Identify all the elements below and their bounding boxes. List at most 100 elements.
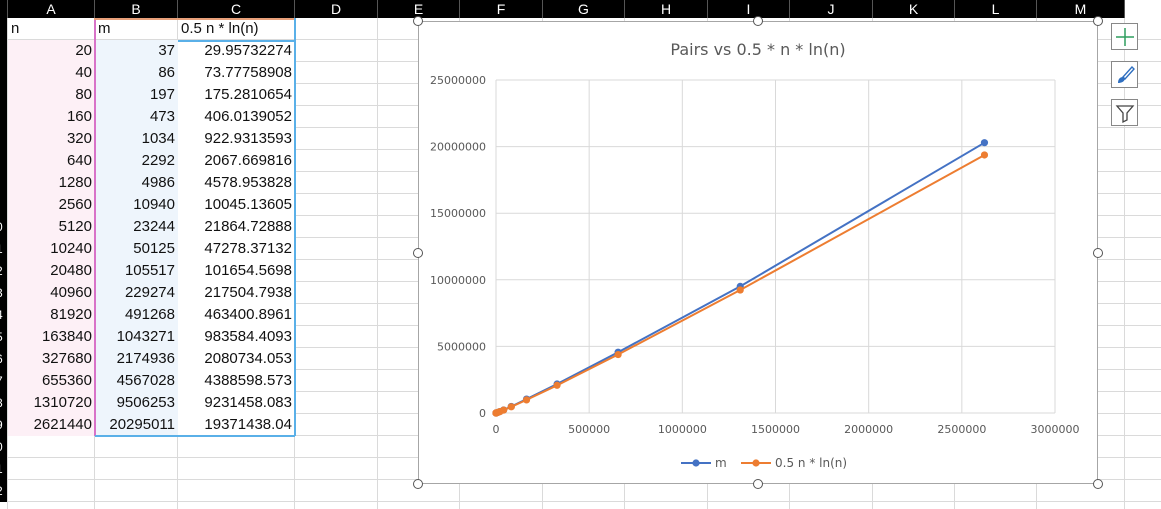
resize-handle[interactable] (1093, 16, 1103, 26)
row-header[interactable]: 6 (0, 348, 8, 370)
row-header[interactable]: 1 (0, 458, 8, 480)
table-cell[interactable]: 197 (95, 84, 178, 106)
table-cell[interactable]: 473 (95, 106, 178, 128)
row-header[interactable] (0, 106, 8, 128)
resize-handle[interactable] (1093, 248, 1103, 258)
table-cell[interactable]: 163840 (8, 326, 95, 348)
row-header[interactable] (0, 18, 8, 40)
table-cell[interactable]: 37 (95, 40, 178, 62)
data-point[interactable] (507, 403, 515, 411)
table-cell[interactable]: 922.9313593 (178, 128, 295, 150)
chart-elements-button[interactable] (1111, 23, 1138, 50)
row-header[interactable]: 4 (0, 304, 8, 326)
table-cell[interactable]: 655360 (8, 370, 95, 392)
column-header[interactable]: J (790, 0, 873, 18)
table-cell[interactable]: 101654.5698 (178, 260, 295, 282)
data-point[interactable] (980, 151, 989, 159)
table-cell[interactable]: 2067.669816 (178, 150, 295, 172)
table-cell[interactable]: 491268 (95, 304, 178, 326)
row-header[interactable]: 3 (0, 282, 8, 304)
table-cell[interactable]: 9231458.083 (178, 392, 295, 414)
row-header[interactable]: 8 (0, 392, 8, 414)
header-cell[interactable]: n (11, 20, 20, 37)
row-header[interactable] (0, 194, 8, 216)
resize-handle[interactable] (413, 16, 423, 26)
data-point[interactable] (614, 350, 622, 359)
table-cell[interactable]: 1043271 (95, 326, 178, 348)
row-header[interactable]: 2 (0, 480, 8, 502)
column-header[interactable]: K (873, 0, 955, 18)
row-header[interactable]: 0 (0, 436, 8, 458)
table-cell[interactable]: 10240 (8, 238, 95, 260)
table-cell[interactable]: 983584.4093 (178, 326, 295, 348)
column-header[interactable]: F (460, 0, 543, 18)
chart-legend[interactable]: m 0.5 n * ln(n) (681, 456, 847, 470)
table-cell[interactable]: 160 (8, 106, 95, 128)
row-header[interactable]: 1 (0, 238, 8, 260)
table-cell[interactable]: 4986 (95, 172, 178, 194)
data-point[interactable] (736, 286, 744, 294)
row-header[interactable]: 2 (0, 260, 8, 282)
table-cell[interactable]: 4567028 (95, 370, 178, 392)
table-cell[interactable]: 1280 (8, 172, 95, 194)
column-header[interactable]: A (8, 0, 95, 18)
table-cell[interactable]: 1310720 (8, 392, 95, 414)
row-header[interactable] (0, 62, 8, 84)
table-cell[interactable]: 4388598.573 (178, 370, 295, 392)
table-cell[interactable]: 47278.37132 (178, 238, 295, 260)
table-cell[interactable]: 4578.953828 (178, 172, 295, 194)
column-header[interactable]: L (955, 0, 1037, 18)
row-header[interactable] (0, 150, 8, 172)
row-header[interactable] (0, 128, 8, 150)
table-cell[interactable]: 640 (8, 150, 95, 172)
resize-handle[interactable] (413, 479, 423, 489)
chart[interactable]: 0 5000000 10000000 15000000 20000000 25000000… (418, 21, 1098, 484)
table-cell[interactable]: 9506253 (95, 392, 178, 414)
column-header[interactable]: B (95, 0, 178, 18)
data-point[interactable] (522, 396, 531, 404)
table-cell[interactable]: 5120 (8, 216, 95, 238)
table-cell[interactable]: 29.95732274 (178, 40, 295, 62)
data-point[interactable] (980, 139, 989, 147)
table-cell[interactable]: 2560 (8, 194, 95, 216)
table-cell[interactable]: 105517 (95, 260, 178, 282)
table-cell[interactable]: 406.0139052 (178, 106, 295, 128)
row-header[interactable]: 7 (0, 370, 8, 392)
table-cell[interactable]: 81920 (8, 304, 95, 326)
table-cell[interactable]: 80 (8, 84, 95, 106)
table-cell[interactable]: 20480 (8, 260, 95, 282)
resize-handle[interactable] (753, 479, 763, 489)
table-cell[interactable]: 2292 (95, 150, 178, 172)
table-cell[interactable]: 2621440 (8, 414, 95, 436)
header-cell[interactable]: m (98, 20, 111, 37)
row-header[interactable] (0, 172, 8, 194)
table-cell[interactable]: 1034 (95, 128, 178, 150)
table-cell[interactable]: 175.2810654 (178, 84, 295, 106)
column-header[interactable]: G (543, 0, 625, 18)
table-cell[interactable]: 320 (8, 128, 95, 150)
column-header[interactable]: C (178, 0, 295, 18)
select-all-corner[interactable] (0, 0, 8, 18)
row-header[interactable] (0, 84, 8, 106)
table-cell[interactable]: 20295011 (95, 414, 178, 436)
table-cell[interactable]: 327680 (8, 348, 95, 370)
table-cell[interactable]: 463400.8961 (178, 304, 295, 326)
table-cell[interactable]: 2174936 (95, 348, 178, 370)
row-header[interactable]: 9 (0, 414, 8, 436)
column-header[interactable]: M (1037, 0, 1125, 18)
table-cell[interactable]: 20 (8, 40, 95, 62)
resize-handle[interactable] (1093, 479, 1103, 489)
table-cell[interactable]: 10045.13605 (178, 194, 295, 216)
table-cell[interactable]: 2080734.053 (178, 348, 295, 370)
table-cell[interactable]: 40 (8, 62, 95, 84)
table-cell[interactable]: 23244 (95, 216, 178, 238)
table-cell[interactable]: 217504.7938 (178, 282, 295, 304)
table-cell[interactable]: 10940 (95, 194, 178, 216)
resize-handle[interactable] (413, 248, 423, 258)
chart-filters-button[interactable] (1111, 99, 1138, 126)
table-cell[interactable]: 19371438.04 (178, 414, 295, 436)
column-header[interactable]: E (378, 0, 460, 18)
series-line-0[interactable] (495, 141, 986, 414)
table-cell[interactable]: 86 (95, 62, 178, 84)
row-header[interactable]: 0 (0, 216, 8, 238)
